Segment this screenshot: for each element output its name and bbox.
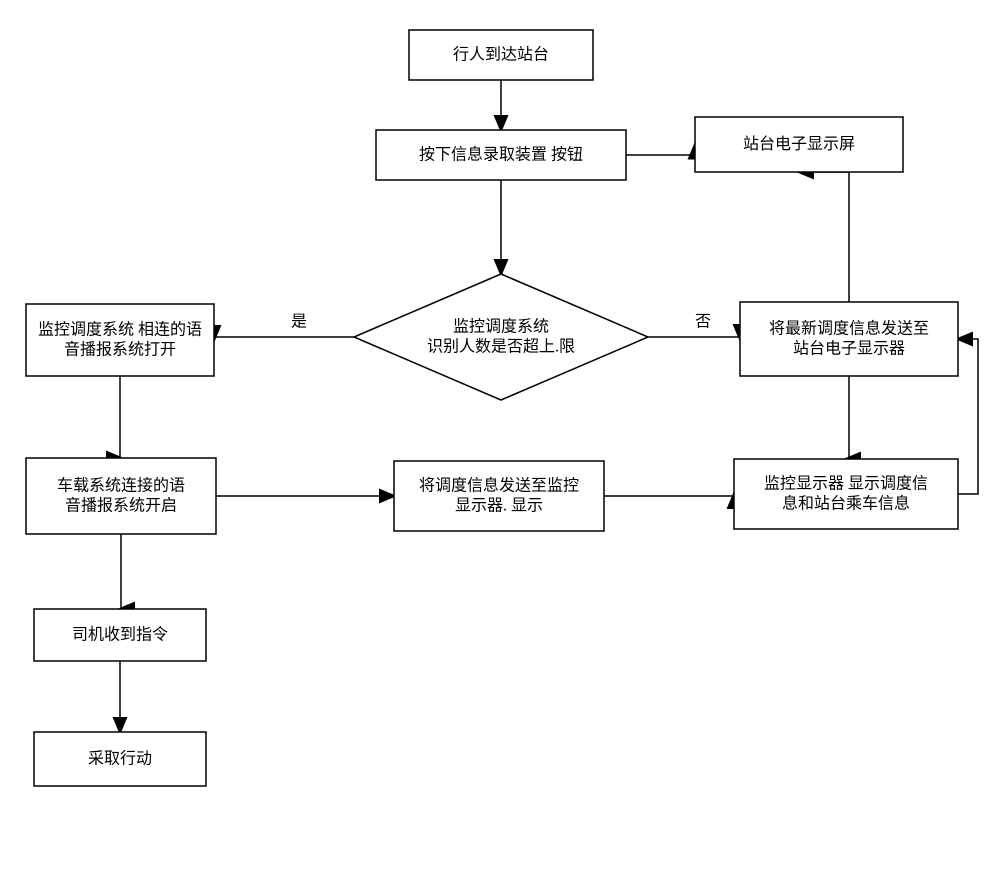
node-n6 <box>26 458 216 534</box>
edge-6 <box>958 339 978 494</box>
node-n6-label: 音播报系统开启 <box>65 497 177 515</box>
edge-3-label: 是 <box>291 314 307 331</box>
node-n3-label: 站台电子显示屏 <box>743 135 855 153</box>
edge-5 <box>846 376 849 459</box>
node-n7 <box>394 461 604 531</box>
node-n2-label: 按下信息录取装置 按钮 <box>419 146 583 164</box>
node-n1-label: 行人到达站台 <box>453 46 549 64</box>
node-n6-label: 车载系统连接的语 <box>57 477 185 495</box>
node-n4 <box>740 302 958 376</box>
node-n8 <box>734 459 958 529</box>
edge-8 <box>120 376 121 458</box>
edge-1 <box>626 145 695 156</box>
edge-4-label: 否 <box>695 314 711 331</box>
node-n5-label: 监控调度系统 相连的语 <box>38 321 202 339</box>
edge-7 <box>799 172 849 302</box>
node-n4-label: 站台电子显示器 <box>793 340 905 358</box>
edge-3 <box>214 337 354 340</box>
edge-10 <box>604 494 734 496</box>
node-d1 <box>354 274 648 400</box>
node-n5 <box>26 304 214 376</box>
edge-11 <box>120 534 121 609</box>
node-d1-label: 监控调度系统 <box>453 318 549 336</box>
node-n8-label: 息和站台乘车信息 <box>782 495 910 513</box>
node-n10-label: 采取行动 <box>88 750 152 768</box>
node-n9-label: 司机收到指令 <box>72 626 168 644</box>
flowchart-canvas: 行人到达站台按下信息录取装置 按钮 站台电子显示屏监控调度系统识别人数是否超上.限… <box>0 0 1000 876</box>
node-d1-label: 识别人数是否超上.限 <box>427 338 575 356</box>
node-n7-label: 将调度信息发送至监控 <box>419 477 579 495</box>
node-n7-label: 显示器. 显示 <box>455 497 543 515</box>
node-n8-label: 监控显示器 显示调度信 <box>764 475 928 493</box>
node-n5-label: 音播报系统打开 <box>64 341 176 359</box>
node-n4-label: 将最新调度信息发送至 <box>769 320 929 338</box>
edge-4 <box>648 337 740 339</box>
